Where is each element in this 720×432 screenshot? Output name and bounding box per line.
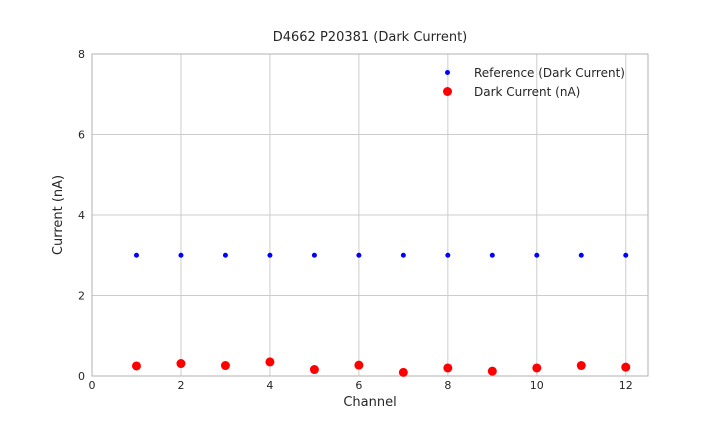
x-tick-label: 2: [177, 379, 184, 392]
dark-current-point: [265, 357, 275, 367]
axes-box: [91, 53, 649, 377]
reference-point: [400, 252, 406, 258]
legend-marker-box: [436, 70, 458, 75]
reference-point: [222, 252, 228, 258]
legend-marker-icon: [444, 70, 450, 75]
x-tick-label: 4: [266, 379, 273, 392]
legend-marker-icon: [442, 87, 452, 96]
reference-point: [623, 252, 629, 258]
legend-marker-box: [436, 87, 458, 96]
x-tick-label: 10: [530, 379, 544, 392]
y-tick-label: 8: [78, 48, 85, 61]
reference-point: [178, 252, 184, 258]
y-tick-label: 0: [78, 370, 85, 383]
reference-point: [133, 252, 139, 258]
legend-label: Dark Current (nA): [474, 84, 581, 99]
legend-item: Reference (Dark Current): [436, 63, 625, 82]
y-tick-label: 4: [78, 209, 85, 222]
dark-current-point: [131, 361, 141, 371]
y-tick-label: 2: [78, 290, 85, 303]
chart-title: D4662 P20381 (Dark Current): [272, 30, 468, 45]
x-tick-label: 8: [444, 379, 451, 392]
reference-point: [267, 252, 273, 258]
legend-label: Reference (Dark Current): [474, 65, 625, 80]
dark-current-point: [354, 360, 364, 370]
reference-point: [534, 252, 540, 258]
dark-current-point: [309, 365, 319, 375]
y-tick-label: 6: [78, 129, 85, 142]
x-tick-label: 12: [619, 379, 633, 392]
x-tick-label: 6: [355, 379, 362, 392]
legend: Reference (Dark Current) Dark Current (nA…: [436, 63, 625, 101]
dark-current-point: [576, 361, 586, 371]
x-axis-label: Channel: [343, 395, 397, 410]
dark-current-point: [220, 361, 230, 371]
reference-point: [578, 252, 584, 258]
dark-current-point: [487, 366, 497, 376]
legend-item: Dark Current (nA): [436, 82, 625, 101]
dark-current-point: [621, 362, 631, 372]
reference-point: [489, 252, 495, 258]
x-tick-label: 0: [89, 379, 96, 392]
dark-current-point: [176, 359, 186, 369]
dark-current-point: [443, 363, 453, 373]
reference-point: [445, 252, 451, 258]
reference-point: [356, 252, 362, 258]
reference-point: [311, 252, 317, 258]
dark-current-point: [398, 367, 408, 377]
dark-current-point: [532, 363, 542, 373]
